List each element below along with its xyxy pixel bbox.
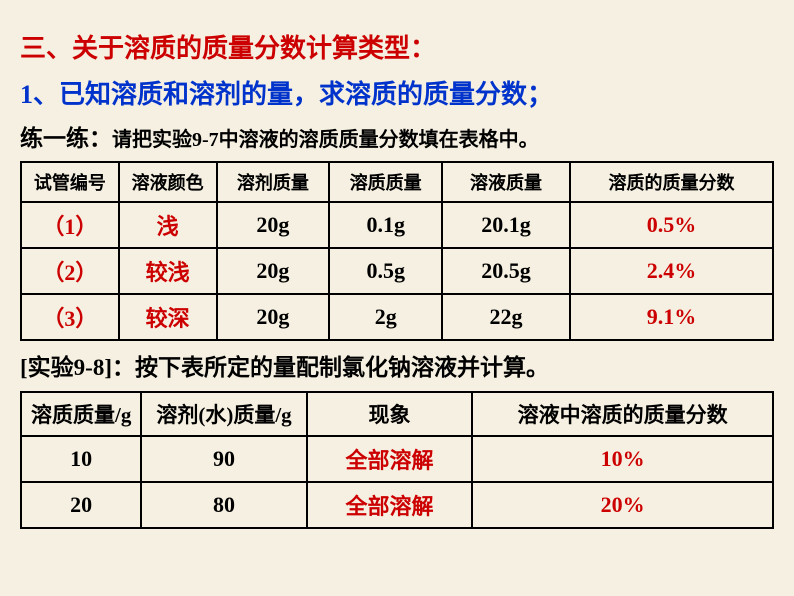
col-header: 溶质的质量分数 (570, 162, 773, 202)
practice-text: 请把实验9-7中溶液的溶质质量分数填在表格中。 (112, 129, 539, 151)
table-row: （2） 较浅 20g 0.5g 20.5g 2.4% (21, 248, 773, 294)
mass-fraction: 0.5% (570, 202, 773, 248)
solute-mass: 0.1g (329, 202, 442, 248)
col-header: 溶质质量/g (21, 392, 141, 436)
practice-line: 练一练：请把实验9-7中溶液的溶质质量分数填在表格中。 (20, 124, 774, 154)
color-desc: 较深 (119, 294, 217, 340)
col-header: 现象 (307, 392, 472, 436)
solution-mass: 20.5g (442, 248, 570, 294)
table-row: （1） 浅 20g 0.1g 20.1g 0.5% (21, 202, 773, 248)
subsection-heading: 1、已知溶质和溶剂的量，求溶质的质量分数； (20, 78, 774, 112)
solvent-mass: 20g (217, 294, 330, 340)
solute-mass: 20 (21, 482, 141, 528)
col-header: 溶剂质量 (217, 162, 330, 202)
tube-id: （2） (21, 248, 119, 294)
solvent-mass: 80 (141, 482, 306, 528)
col-header: 溶质质量 (329, 162, 442, 202)
solute-mass: 10 (21, 436, 141, 482)
solute-mass: 0.5g (329, 248, 442, 294)
solvent-mass: 20g (217, 202, 330, 248)
section-heading: 三、关于溶质的质量分数计算类型： (20, 32, 774, 66)
col-header: 溶液中溶质的质量分数 (472, 392, 773, 436)
experiment-line: [实验9-8]：按下表所定的量配制氯化钠溶液并计算。 (20, 353, 774, 383)
table-row: （3） 较深 20g 2g 22g 9.1% (21, 294, 773, 340)
solution-mass: 20.1g (442, 202, 570, 248)
color-desc: 较浅 (119, 248, 217, 294)
experiment-9-7-table: 试管编号 溶液颜色 溶剂质量 溶质质量 溶液质量 溶质的质量分数 （1） 浅 2… (20, 161, 774, 341)
table-header-row: 试管编号 溶液颜色 溶剂质量 溶质质量 溶液质量 溶质的质量分数 (21, 162, 773, 202)
solvent-mass: 90 (141, 436, 306, 482)
solution-mass: 22g (442, 294, 570, 340)
mass-fraction: 20% (472, 482, 773, 528)
mass-fraction: 2.4% (570, 248, 773, 294)
phenomenon: 全部溶解 (307, 436, 472, 482)
mass-fraction: 10% (472, 436, 773, 482)
practice-label: 练一练： (20, 126, 112, 151)
phenomenon: 全部溶解 (307, 482, 472, 528)
experiment-9-8-table: 溶质质量/g 溶剂(水)质量/g 现象 溶液中溶质的质量分数 10 90 全部溶… (20, 391, 774, 529)
color-desc: 浅 (119, 202, 217, 248)
solvent-mass: 20g (217, 248, 330, 294)
col-header: 溶剂(水)质量/g (141, 392, 306, 436)
solute-mass: 2g (329, 294, 442, 340)
col-header: 溶液质量 (442, 162, 570, 202)
table-row: 10 90 全部溶解 10% (21, 436, 773, 482)
table-row: 20 80 全部溶解 20% (21, 482, 773, 528)
table-header-row: 溶质质量/g 溶剂(水)质量/g 现象 溶液中溶质的质量分数 (21, 392, 773, 436)
mass-fraction: 9.1% (570, 294, 773, 340)
experiment-text: 按下表所定的量配制氯化钠溶液并计算。 (135, 355, 549, 380)
experiment-label: [实验9-8]： (20, 355, 135, 380)
col-header: 溶液颜色 (119, 162, 217, 202)
tube-id: （3） (21, 294, 119, 340)
tube-id: （1） (21, 202, 119, 248)
col-header: 试管编号 (21, 162, 119, 202)
